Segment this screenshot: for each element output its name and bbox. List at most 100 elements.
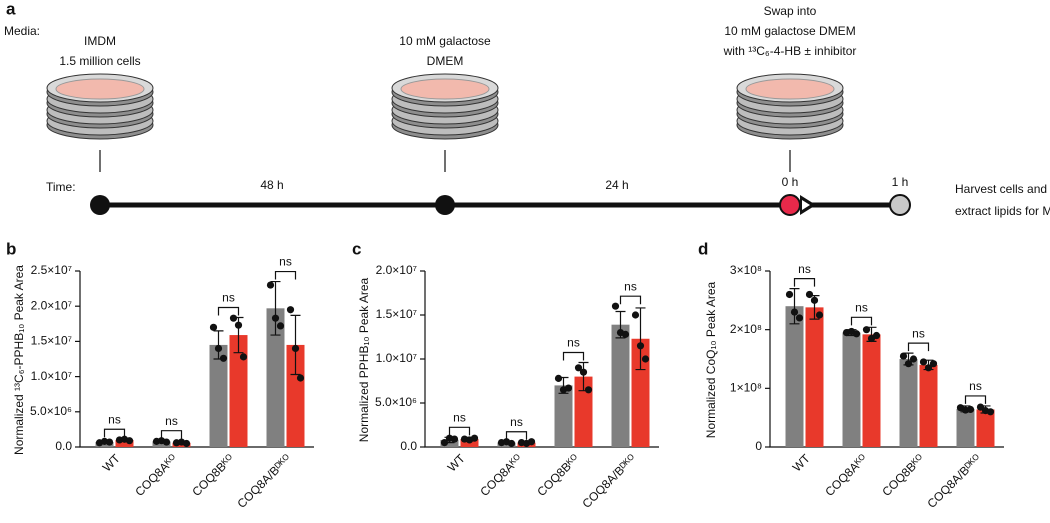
bar [209,344,228,447]
end-note: extract lipids for MS [955,204,1050,218]
time-label: Time: [46,180,76,194]
bar [631,338,650,447]
significance-bracket [448,426,471,436]
data-point [966,405,975,414]
significance-label: ns [108,412,121,426]
y-axis-label: Normalized PPHB₁₀ Peak Area [357,277,371,442]
panel-label: d [698,239,708,258]
panel-label: c [352,239,361,258]
error-bar [270,280,281,336]
data-point [271,314,280,322]
dish-medium [400,78,490,100]
y-tick-label: 0.0 [55,439,72,453]
bar [574,376,593,447]
significance-bracket [907,342,930,352]
bar [919,364,938,447]
data-point [574,364,583,372]
y-tick-label: 2×10⁸ [730,322,762,336]
significance-bracket [562,351,585,361]
media-text: 1.5 million cells [59,54,140,68]
time-node [90,195,110,215]
y-tick-label: 5.0×10⁶ [30,404,72,418]
data-point [209,323,218,331]
data-point [234,321,243,329]
data-point [636,342,645,350]
data-point [909,355,918,363]
data-point [291,344,300,353]
data-point [105,438,114,446]
y-tick-label: 5.0×10⁶ [375,395,417,409]
data-point [527,438,536,446]
time-point-label: 1 h [892,175,909,189]
data-point [815,311,824,319]
error-bar [635,307,646,371]
x-tick-label: WT [790,451,814,475]
x-tick-label: COQ8A/Bᴰᴷᴼ [234,451,293,510]
significance-label: ns [798,262,811,276]
data-point [924,364,933,372]
y-tick-label: 0.0 [400,439,417,453]
panel-label: b [6,239,16,258]
data-point [276,322,285,330]
data-point [219,354,228,362]
significance-bracket [619,295,642,305]
media-text: Swap into [764,4,817,18]
significance-label: ns [510,415,523,429]
data-point [584,386,593,394]
time-node [779,194,801,216]
data-point [214,344,223,353]
bar [899,359,918,447]
data-point [450,435,459,443]
panel-label: a [6,0,16,18]
y-tick-label: 2.5×10⁷ [31,263,72,277]
media-label: Media: [4,24,40,38]
y-tick-label: 2.0×10⁷ [31,298,72,312]
data-point [976,403,985,411]
significance-label: ns [453,410,466,424]
data-point [810,296,819,304]
y-tick-label: 0 [755,439,762,453]
x-tick-label: COQ8Bᴷᴼ [534,451,582,499]
data-point [631,311,640,319]
data-point [507,439,516,448]
significance-bracket [274,270,297,280]
x-tick-label: COQ8Aᴷᴼ [822,451,870,499]
significance-label: ns [969,379,982,393]
data-point [862,326,871,334]
data-point [440,439,449,447]
dish-medium [745,78,835,100]
bar [115,439,134,447]
data-point [904,360,913,368]
x-tick-label: COQ8A/Bᴰᴷᴼ [579,451,638,510]
significance-bracket [103,428,126,438]
significance-label: ns [855,300,868,314]
x-tick-label: COQ8Bᴷᴼ [879,451,927,499]
data-point [296,374,305,382]
significance-bracket [850,316,873,326]
time-node [889,194,911,216]
data-point [286,306,295,314]
bar [956,408,975,447]
data-point [621,330,630,338]
data-point [795,314,804,322]
y-tick-label: 1.5×10⁷ [31,334,72,348]
bar [976,409,995,447]
x-tick-label: COQ8Aᴷᴼ [477,451,525,499]
data-point [182,439,191,448]
data-point [554,374,563,382]
bar [611,324,630,447]
bar [862,334,881,447]
interval-label: 48 h [260,178,283,192]
data-point [564,384,573,392]
dish-medium [55,78,145,100]
bar [440,439,459,447]
data-point [162,438,171,446]
significance-bracket [505,431,528,440]
significance-label: ns [222,291,235,305]
data-point [986,408,995,416]
y-tick-label: 3×10⁸ [730,263,762,277]
bar [229,335,248,447]
media-text: 10 mM galactose DMEM [724,24,855,38]
data-point [790,308,799,316]
